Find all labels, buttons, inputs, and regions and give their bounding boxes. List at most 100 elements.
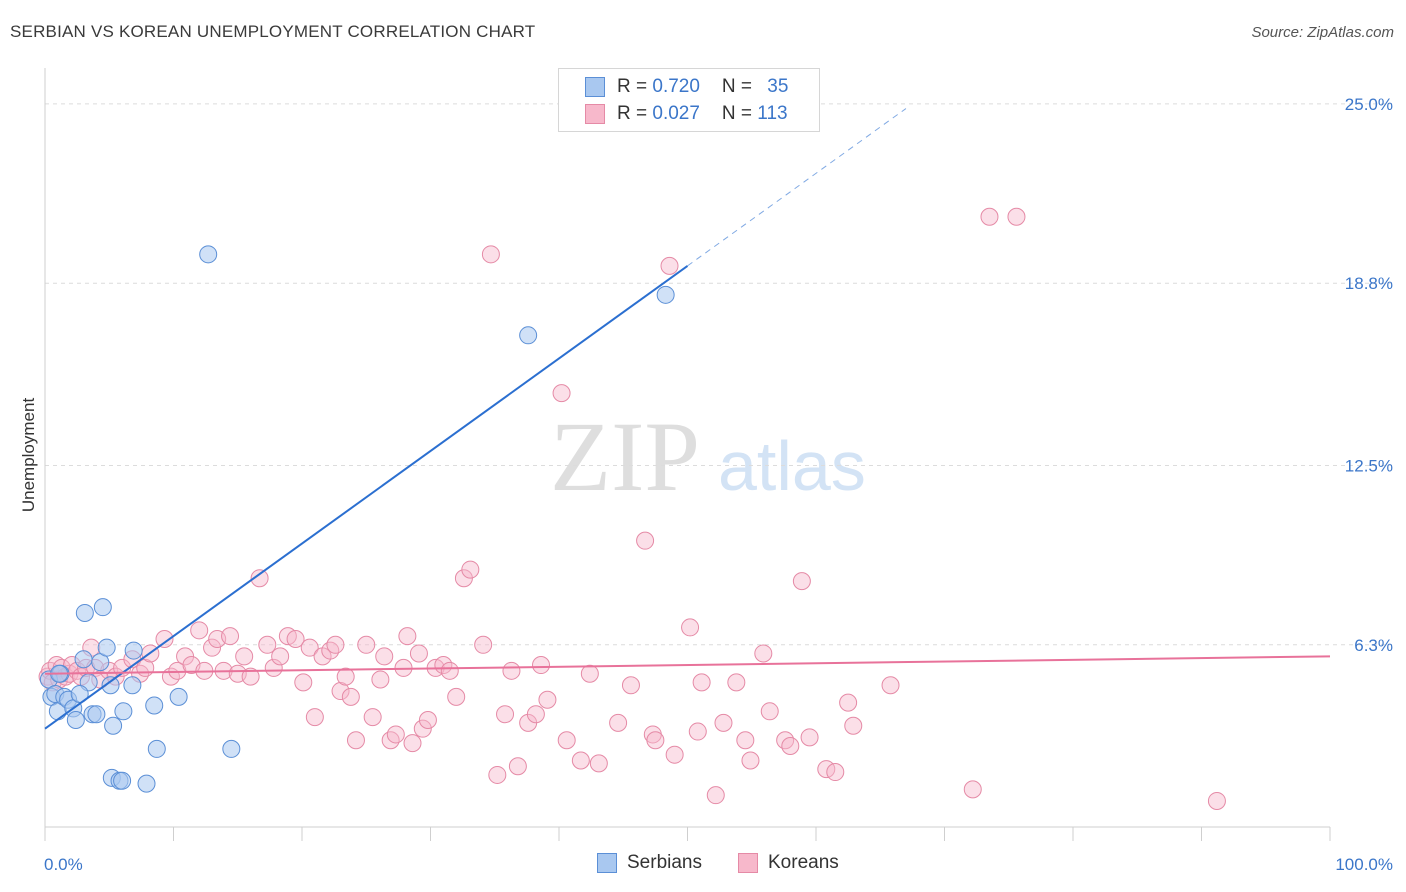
serbians-n-value: 35	[767, 76, 789, 97]
korean-point	[526, 705, 545, 724]
serbian-point	[93, 598, 112, 617]
koreans-r-label: R =	[617, 103, 653, 124]
korean-point	[321, 641, 340, 660]
koreans-swatch	[585, 104, 605, 124]
koreans-legend-swatch	[738, 853, 758, 873]
korean-point	[409, 644, 428, 663]
serbian-point	[519, 326, 538, 345]
korean-point	[502, 661, 521, 680]
korean-point	[461, 560, 480, 579]
korean-point	[826, 763, 845, 782]
koreans-n-label: N =	[721, 103, 758, 124]
legend-row-koreans: R = 0.027 N = 113	[585, 102, 788, 126]
korean-point	[488, 765, 507, 784]
korean-point	[881, 676, 900, 695]
korean-point	[155, 630, 174, 648]
korean-point	[776, 731, 795, 750]
serbian-point	[137, 774, 156, 793]
korean-trendline	[44, 655, 1331, 675]
koreans-r-value: 0.027	[652, 103, 700, 124]
korean-point	[792, 572, 811, 591]
serbian-point	[101, 676, 120, 695]
serbian-point	[145, 696, 164, 715]
korean-point	[398, 627, 417, 646]
korean-point	[326, 635, 345, 654]
korean-point	[203, 638, 222, 657]
x-tick-label: 100.0%	[1335, 855, 1393, 874]
korean-point	[418, 710, 437, 729]
y-axis-label: Unemployment	[19, 398, 38, 513]
korean-point	[665, 745, 684, 764]
serbian-point	[123, 676, 142, 695]
korean-point	[589, 754, 608, 773]
korean-point	[681, 618, 700, 637]
korean-point	[286, 630, 305, 648]
trendlines	[44, 108, 1331, 730]
korean-point	[646, 731, 665, 750]
y-tick-label: 18.8%	[1345, 274, 1393, 293]
korean-point	[331, 682, 350, 701]
serbian-point	[222, 739, 241, 758]
watermark: ZIP atlas	[550, 401, 866, 512]
serbian-point	[97, 638, 116, 657]
korean-point	[300, 638, 319, 657]
korean-point	[844, 716, 863, 735]
serbian-point	[113, 771, 132, 790]
korean-point	[258, 635, 277, 654]
korean-point	[1007, 207, 1026, 226]
serbian-point	[75, 603, 94, 622]
korean-point	[688, 722, 707, 741]
korean-point	[371, 670, 390, 689]
serbian-point	[114, 702, 133, 721]
korean-point	[363, 708, 382, 727]
serbians-n-label: N =	[721, 76, 758, 97]
serbians-r-value: 0.720	[652, 76, 700, 97]
korean-point	[403, 734, 422, 753]
stats-legend: R = 0.720 N = 35 R = 0.027 N = 113	[558, 68, 820, 132]
korean-point	[294, 673, 313, 692]
korean-point	[557, 731, 576, 750]
korean-point	[692, 673, 711, 692]
serbian-trendline	[44, 265, 689, 730]
korean-point	[440, 661, 459, 680]
serbians-swatch	[585, 77, 605, 97]
korean-point	[474, 635, 493, 654]
korean-point	[741, 751, 760, 770]
korean-point	[636, 531, 655, 550]
korean-point	[305, 708, 324, 727]
korean-point	[552, 384, 571, 403]
korean-point	[386, 725, 405, 744]
y-tick-label: 6.3%	[1354, 636, 1393, 655]
korean-point	[1207, 791, 1226, 810]
korean-point	[250, 569, 269, 588]
source-label: Source: ZipAtlas.com	[1251, 24, 1394, 41]
serbian-point	[656, 285, 675, 304]
legend-item-serbians[interactable]: Serbians	[597, 852, 702, 874]
korean-point	[413, 719, 432, 738]
legend-item-koreans[interactable]: Koreans	[738, 852, 839, 874]
korean-point	[580, 664, 599, 683]
serbian-point	[169, 687, 188, 706]
korean-point	[496, 705, 515, 724]
y-tick-labels: 6.3% 12.5% 18.8% 25.0%	[1345, 95, 1393, 655]
korean-point	[839, 693, 858, 712]
korean-point	[264, 658, 283, 677]
korean-point	[235, 647, 254, 666]
watermark-atlas: atlas	[718, 427, 866, 505]
serbian-trendline-extension	[687, 108, 907, 267]
korean-point	[381, 731, 400, 750]
korean-point	[980, 207, 999, 226]
serbians-legend-label: Serbians	[627, 852, 702, 873]
korean-point	[714, 713, 733, 732]
korean-point	[341, 687, 360, 706]
korean-point	[336, 667, 355, 686]
koreans-n-value: 113	[757, 103, 788, 124]
serbian-point	[104, 716, 123, 735]
korean-point	[538, 690, 557, 709]
korean-point	[190, 621, 209, 640]
serbian-point	[87, 705, 106, 724]
y-tick-label: 12.5%	[1345, 456, 1393, 475]
y-tick-label: 25.0%	[1345, 95, 1393, 114]
korean-point	[571, 751, 590, 770]
